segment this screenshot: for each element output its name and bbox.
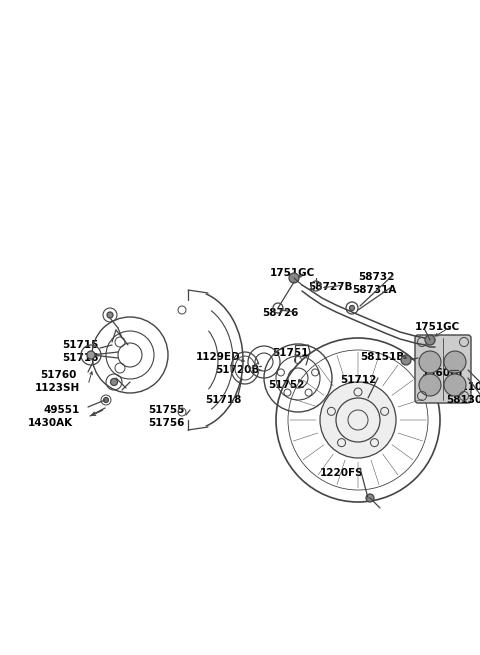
Text: 51720B: 51720B — [215, 365, 259, 375]
Text: 51760: 51760 — [40, 370, 76, 380]
Circle shape — [366, 494, 374, 502]
Text: 51756: 51756 — [148, 418, 184, 428]
Circle shape — [444, 351, 466, 373]
Text: 58726: 58726 — [262, 308, 299, 318]
Circle shape — [289, 273, 299, 283]
Circle shape — [349, 305, 355, 310]
Text: 1123SH: 1123SH — [35, 383, 80, 393]
Text: 58731A: 58731A — [352, 285, 396, 295]
Circle shape — [444, 374, 466, 396]
FancyBboxPatch shape — [415, 335, 471, 403]
Circle shape — [419, 374, 441, 396]
Text: 51755: 51755 — [148, 405, 184, 415]
Text: 58151B: 58151B — [360, 352, 404, 362]
Text: 49551: 49551 — [44, 405, 80, 415]
Text: 1430AK: 1430AK — [28, 418, 73, 428]
Text: 51751: 51751 — [272, 348, 308, 358]
Text: 1129ED: 1129ED — [196, 352, 240, 362]
Circle shape — [104, 398, 108, 403]
Text: 1220FS: 1220FS — [320, 468, 364, 478]
Circle shape — [425, 335, 435, 345]
Circle shape — [110, 379, 118, 386]
Circle shape — [107, 312, 113, 318]
Text: 51715: 51715 — [62, 340, 98, 350]
Text: 51716: 51716 — [62, 353, 98, 363]
Text: 58727B: 58727B — [308, 282, 352, 292]
Text: 1360GJ: 1360GJ — [422, 368, 463, 378]
Text: 58130: 58130 — [446, 395, 480, 405]
Circle shape — [401, 355, 411, 365]
Text: 51712: 51712 — [340, 375, 376, 385]
Circle shape — [320, 382, 396, 458]
Text: 1751GC: 1751GC — [270, 268, 315, 278]
Circle shape — [419, 351, 441, 373]
Text: 58732: 58732 — [358, 272, 395, 282]
Text: 1751GC: 1751GC — [415, 322, 460, 332]
Text: 51718: 51718 — [205, 395, 241, 405]
Text: 58110: 58110 — [446, 382, 480, 392]
Text: 51752: 51752 — [268, 380, 304, 390]
Circle shape — [87, 351, 95, 359]
